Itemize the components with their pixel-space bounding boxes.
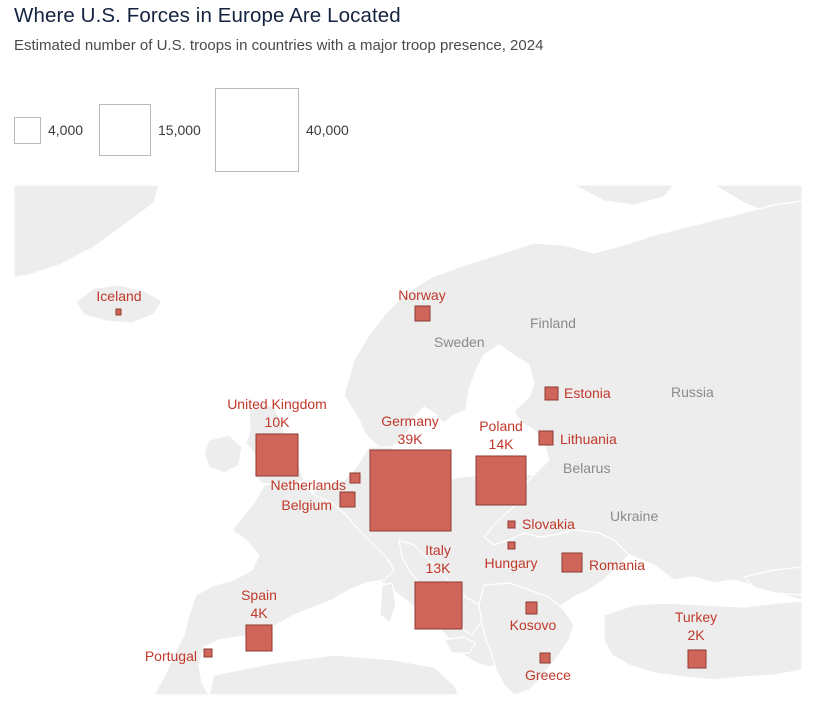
legend-box-medium — [99, 104, 151, 156]
land-turkey — [603, 600, 802, 681]
marker-turkey — [687, 649, 707, 669]
land-balkans-greece — [478, 582, 575, 695]
land-ireland — [203, 434, 243, 474]
country-label-sweden: Sweden — [434, 334, 485, 350]
label-romania: Romania — [589, 557, 645, 573]
label-portugal: Portugal — [145, 648, 197, 664]
europe-map: Sweden Finland Russia Belarus Ukraine Ic… — [14, 185, 802, 695]
label-hungary: Hungary — [485, 555, 538, 571]
marker-germany — [369, 449, 452, 532]
country-label-ukraine: Ukraine — [610, 508, 658, 524]
marker-poland — [475, 455, 527, 506]
label-belgium: Belgium — [281, 497, 332, 513]
marker-portugal — [203, 648, 213, 658]
land-caucasus — [743, 566, 802, 596]
marker-spain — [245, 624, 273, 652]
marker-greece — [539, 652, 551, 664]
label-netherlands: Netherlands — [271, 477, 347, 493]
marker-estonia — [544, 386, 559, 401]
value-poland: 14K — [489, 436, 515, 452]
land-sicily — [443, 636, 477, 654]
marker-belgium — [339, 491, 356, 508]
value-spain: 4K — [250, 605, 268, 621]
map-title: Where U.S. Forces in Europe Are Located — [14, 4, 401, 27]
value-italy: 13K — [426, 560, 452, 576]
country-label-russia: Russia — [671, 384, 714, 400]
country-label-belarus: Belarus — [563, 460, 610, 476]
label-norway: Norway — [398, 287, 445, 303]
legend-box-large — [215, 88, 299, 172]
label-greece: Greece — [525, 667, 571, 683]
label-turkey: Turkey — [675, 609, 717, 625]
legend-label-small: 4,000 — [48, 122, 84, 138]
marker-italy — [414, 581, 463, 630]
land-sardinia — [379, 582, 397, 624]
land-layer — [14, 185, 802, 695]
legend-box-small — [14, 117, 41, 144]
marker-romania — [561, 552, 583, 573]
legend-label-large: 40,000 — [306, 122, 349, 138]
country-labels: Sweden Finland Russia Belarus Ukraine — [434, 315, 714, 524]
country-label-finland: Finland — [530, 315, 576, 331]
marker-slovakia — [507, 520, 516, 529]
label-spain: Spain — [241, 587, 277, 603]
map-subtitle: Estimated number of U.S. troops in count… — [14, 37, 544, 54]
label-italy: Italy — [425, 542, 451, 558]
marker-netherlands — [349, 472, 361, 484]
marker-labels: Iceland Norway United Kingdom 10K German… — [96, 287, 717, 683]
land-iceland — [75, 284, 163, 324]
label-iceland: Iceland — [96, 288, 141, 304]
label-kosovo: Kosovo — [510, 617, 557, 633]
marker-norway — [414, 305, 431, 322]
label-poland: Poland — [479, 418, 523, 434]
value-united-kingdom: 10K — [265, 414, 291, 430]
troop-markers — [115, 305, 707, 669]
land-arctic-islands — [573, 185, 675, 206]
marker-united-kingdom — [255, 433, 299, 477]
marker-kosovo — [525, 601, 538, 615]
land-france-iberia — [153, 479, 395, 695]
marker-lithuania — [538, 430, 554, 446]
legend-label-medium: 15,000 — [158, 122, 201, 138]
label-germany: Germany — [381, 413, 439, 429]
land-greenland — [14, 185, 160, 278]
label-slovakia: Slovakia — [522, 516, 575, 532]
label-estonia: Estonia — [564, 385, 611, 401]
value-turkey: 2K — [687, 627, 705, 643]
marker-hungary — [507, 541, 516, 550]
label-lithuania: Lithuania — [560, 431, 617, 447]
marker-iceland — [115, 308, 122, 316]
value-germany: 39K — [398, 431, 424, 447]
land-north-africa — [208, 654, 460, 695]
label-united-kingdom: United Kingdom — [227, 396, 327, 412]
